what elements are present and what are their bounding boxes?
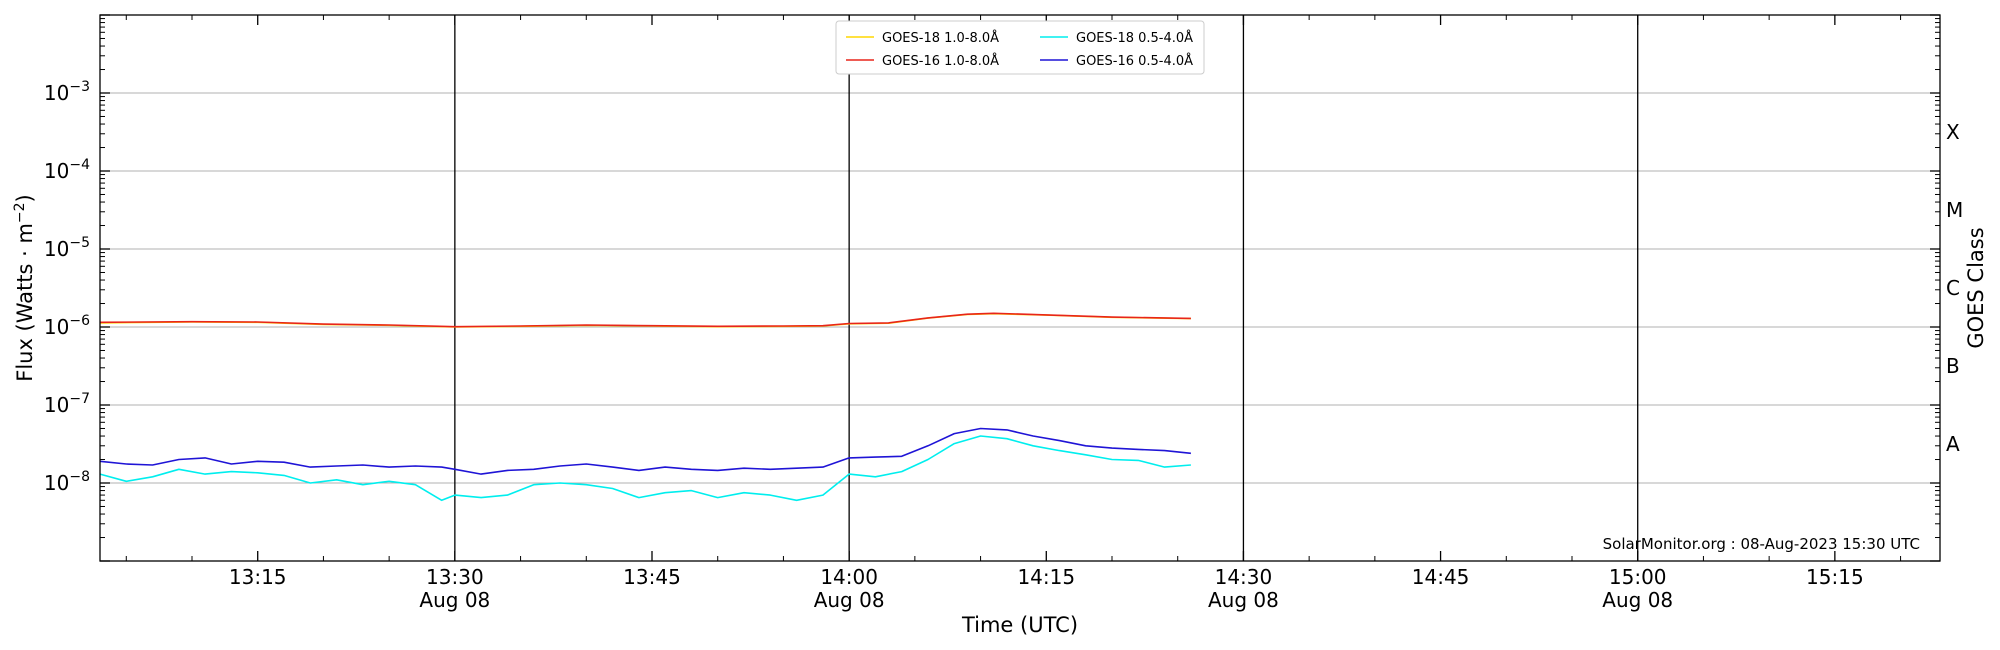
x-tick-date: Aug 08 — [814, 588, 885, 612]
y-tick-label: 10−6 — [44, 313, 90, 339]
x-axis-title: Time (UTC) — [961, 613, 1078, 637]
goes-class-label: X — [1946, 120, 1960, 144]
x-tick-label: 15:00 — [1609, 565, 1667, 589]
x-tick-label: 13:30 — [426, 565, 484, 589]
plot-frame — [99, 14, 1941, 562]
x-tick-date: Aug 08 — [1602, 588, 1673, 612]
y-tick-base: 10 — [44, 81, 69, 105]
y-tick-label: 10−3 — [44, 79, 90, 105]
y-axis-title: Flux (Watts · m−2) — [12, 194, 37, 382]
y-tick-exponent: −5 — [69, 235, 90, 251]
y-tick-exponent: −8 — [69, 469, 90, 485]
legend-label: GOES-18 1.0-8.0Å — [882, 30, 999, 46]
legend-label: GOES-16 1.0-8.0Å — [882, 53, 999, 69]
series-line — [99, 427, 1191, 475]
legend-box — [835, 20, 1205, 75]
y-tick-base: 10 — [44, 159, 69, 183]
series-line — [99, 435, 1191, 502]
x-tick-label: 13:45 — [623, 565, 681, 589]
y-axis-title-main: Flux (Watts · m — [13, 223, 37, 382]
x-tick-date: Aug 08 — [419, 588, 490, 612]
y-tick-base: 10 — [44, 315, 69, 339]
series-line — [99, 312, 1191, 328]
x-tick-label: 13:15 — [229, 565, 287, 589]
grid-layer — [100, 14, 1940, 562]
y-tick-base: 10 — [44, 393, 69, 417]
y-tick-base: 10 — [44, 471, 69, 495]
x-tick-label: 14:45 — [1412, 565, 1470, 589]
x-tick-label: 15:15 — [1806, 565, 1864, 589]
y-tick-label: 10−4 — [44, 157, 90, 183]
legend: GOES-18 1.0-8.0Å GOES-16 1.0-8.0Å GOES-18 … — [835, 20, 1205, 75]
y-tick-exponent: −6 — [69, 313, 90, 329]
goes-class-label: M — [1946, 198, 1963, 222]
goes-class-label: C — [1946, 276, 1960, 300]
y-tick-exponent: −3 — [69, 79, 90, 95]
credit-text: SolarMonitor.org : 08-Aug-2023 15:30 UTC — [1603, 535, 1920, 553]
y-tick-exponent: −4 — [69, 157, 90, 173]
series-layer — [99, 312, 1191, 502]
legend-items: GOES-18 1.0-8.0Å GOES-16 1.0-8.0Å GOES-18 … — [846, 30, 1193, 69]
y-tick-label: 10−7 — [44, 391, 90, 417]
legend-label: GOES-16 0.5-4.0Å — [1076, 53, 1193, 69]
y-tick-label: 10−8 — [44, 469, 90, 495]
x-tick-label: 14:15 — [1017, 565, 1075, 589]
y-tick-exponent: −7 — [69, 391, 90, 407]
goes-class-label: A — [1946, 432, 1960, 456]
goes-class-label: B — [1946, 354, 1960, 378]
legend-label: GOES-18 0.5-4.0Å — [1076, 30, 1193, 46]
right-axis-title: GOES Class — [1964, 227, 1988, 348]
x-tick-label: 14:00 — [820, 565, 878, 589]
y-tick-base: 10 — [44, 237, 69, 261]
y-axis-title-end: ) — [13, 194, 37, 202]
y-axis-title-sup: −2 — [12, 202, 28, 223]
x-tick-date: Aug 08 — [1208, 588, 1279, 612]
y-tick-label: 10−5 — [44, 235, 90, 261]
x-tick-label: 14:30 — [1215, 565, 1273, 589]
